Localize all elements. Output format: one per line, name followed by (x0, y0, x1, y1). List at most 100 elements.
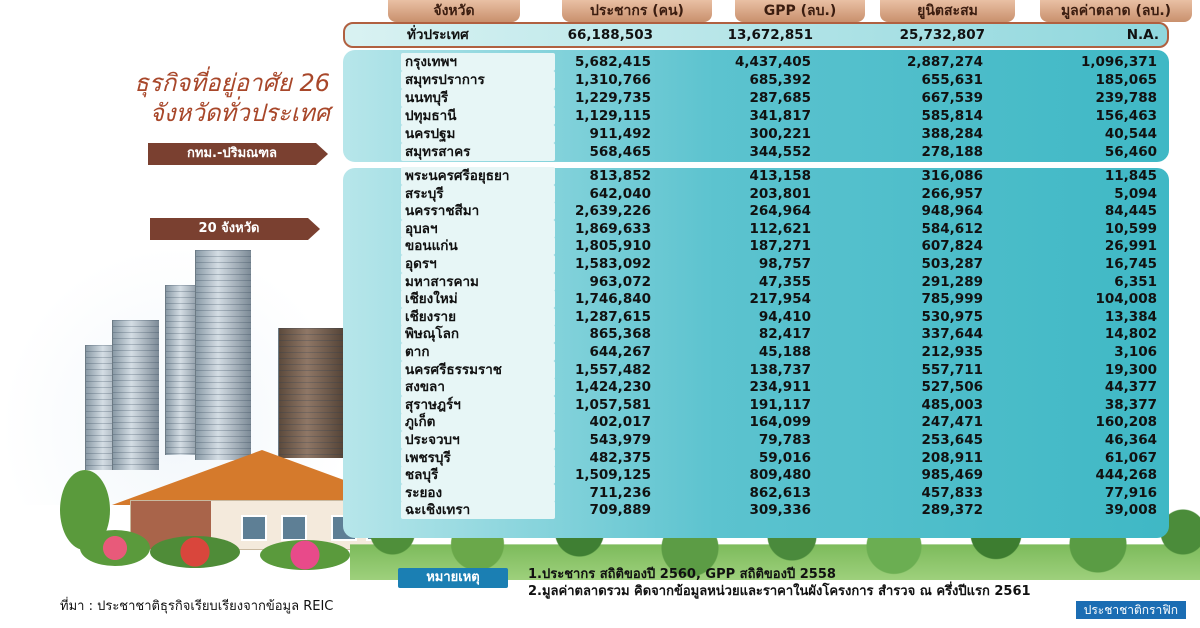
units-cell: 503,287 (921, 256, 984, 272)
province-name-cell: เชียงใหม่ (401, 290, 555, 309)
bkk-row: ปทุมธานี 1,129,115 341,817 585,814 156,463 (343, 106, 1165, 125)
flower-bush (260, 540, 350, 570)
units-cell: 585,814 (921, 107, 984, 124)
market-value-cell: 26,991 (1104, 238, 1157, 255)
market-value-cell: 44,377 (1104, 379, 1157, 396)
units-cell: 2,887,274 (906, 54, 983, 70)
note-line-2: 2.มูลค่าตลาดรวม คิดจากข้อมูลหน่วยและราคา… (528, 584, 1031, 599)
province-name-cell: นนทบุรี (401, 88, 555, 107)
province-name-cell: กรุงเทพฯ (401, 53, 555, 71)
notes-tag: หมายเหตุ (398, 568, 508, 588)
population-cell: 1,424,230 (574, 379, 651, 396)
gpp-cell: 264,964 (749, 203, 812, 220)
population-cell: 5,682,415 (574, 54, 651, 70)
province-row: สระบุรี 642,040 203,801 266,957 5,094 (343, 184, 1165, 203)
population-cell: 482,375 (589, 449, 652, 466)
header-population: ประชากร (คน) (562, 0, 712, 22)
infographic-title: ธุรกิจที่อยู่อาศัย 26 จังหวัดทั่วประเทศ (30, 68, 330, 128)
province-name-cell: ระยอง (401, 483, 555, 502)
national-name: ทั่วประเทศ (407, 27, 469, 43)
market-value-cell: 16,745 (1104, 256, 1157, 272)
province-row: เพชรบุรี 482,375 59,016 208,911 61,067 (343, 448, 1165, 467)
garden-tree (60, 470, 110, 550)
province-row: เชียงใหม่ 1,746,840 217,954 785,999 104,008 (343, 290, 1165, 309)
skyscraper (112, 320, 159, 470)
province-row: สุราษฎร์ฯ 1,057,581 191,117 485,003 38,377 (343, 395, 1165, 414)
units-cell: 337,644 (921, 326, 984, 343)
market-value-cell: 39,008 (1104, 502, 1157, 519)
flower-bush (150, 536, 240, 568)
market-value-cell: 160,208 (1095, 414, 1158, 431)
gpp-cell: 82,417 (758, 326, 811, 343)
notes: 1.ประชากร สถิติของปี 2560, GPP สถิติของป… (528, 566, 1031, 600)
bkk-row: สมุทรสาคร 568,465 344,552 278,188 56,460 (343, 142, 1165, 161)
province-row: ภูเก็ต 402,017 164,099 247,471 160,208 (343, 413, 1165, 432)
units-cell: 607,824 (921, 238, 984, 255)
market-value-cell: 46,364 (1104, 432, 1157, 448)
header-units: ยูนิตสะสม (880, 0, 1015, 22)
population-cell: 642,040 (589, 185, 652, 202)
population-cell: 1,310,766 (574, 71, 651, 88)
units-cell: 948,964 (921, 203, 984, 220)
population-cell: 1,057,581 (574, 396, 651, 413)
population-cell: 543,979 (589, 432, 652, 448)
population-cell: 1,805,910 (574, 238, 651, 255)
province-row: อุดรฯ 1,583,092 98,757 503,287 16,745 (343, 255, 1165, 273)
province-name-cell: ปทุมธานี (401, 106, 555, 125)
market-value-cell: 6,351 (1114, 273, 1157, 290)
province-name-cell: ขอนแก่น (401, 237, 555, 256)
population-cell: 568,465 (589, 143, 652, 160)
market-value-cell: 239,788 (1095, 89, 1158, 106)
population-cell: 1,509,125 (574, 467, 651, 484)
province-row: ประจวบฯ 543,979 79,783 253,645 46,364 (343, 431, 1165, 449)
province-row: มหาสารคาม 963,072 47,355 291,289 6,351 (343, 272, 1165, 291)
population-cell: 911,492 (589, 125, 652, 142)
units-cell: 655,631 (921, 71, 984, 88)
province-name-cell: พระนครศรีอยุธยา (401, 167, 555, 185)
gpp-cell: 862,613 (749, 484, 812, 501)
gpp-cell: 191,117 (749, 396, 812, 413)
population-cell: 813,852 (589, 168, 652, 184)
population-cell: 2,639,226 (574, 203, 651, 220)
population-cell: 1,129,115 (574, 107, 651, 124)
gpp-cell: 138,737 (749, 361, 812, 378)
market-value-cell: 84,445 (1104, 203, 1157, 220)
bkk-row: กรุงเทพฯ 5,682,415 4,437,405 2,887,274 1,096… (343, 53, 1165, 71)
province-name-cell: สมุทรปราการ (401, 70, 555, 89)
province-name-cell: ประจวบฯ (401, 431, 555, 449)
market-value-cell: 77,916 (1104, 484, 1157, 501)
market-value-cell: 444,268 (1095, 467, 1158, 484)
house-window (241, 515, 267, 541)
market-value-cell: 3,106 (1114, 344, 1157, 360)
title-line-2: จังหวัดทั่วประเทศ (149, 99, 330, 127)
units-cell: 667,539 (921, 89, 984, 106)
province-name-cell: ภูเก็ต (401, 413, 555, 432)
group-label-bkk: กทม.-ปริมณฑล (148, 143, 328, 165)
population-cell: 1,869,633 (574, 220, 651, 237)
gpp-cell: 341,817 (749, 107, 812, 124)
market-value-cell: 14,802 (1104, 326, 1157, 343)
province-name-cell: พิษณุโลก (401, 325, 555, 344)
units-cell: 316,086 (921, 168, 984, 184)
skyscraper (278, 328, 349, 458)
header-gpp: GPP (ลบ.) (735, 0, 865, 22)
gpp-cell: 164,099 (749, 414, 812, 431)
province-name-cell: เพชรบุรี (401, 448, 555, 467)
units-cell: 266,957 (921, 185, 984, 202)
units-cell: 289,372 (921, 502, 984, 519)
header-province: จังหวัด (388, 0, 520, 22)
market-value-cell: 38,377 (1104, 396, 1157, 413)
gpp-cell: 98,757 (758, 256, 811, 272)
population-cell: 402,017 (589, 414, 652, 431)
source-credit: ที่มา : ประชาชาติธุรกิจเรียบเรียงจากข้อม… (60, 599, 334, 614)
province-name-cell: อุบลฯ (401, 219, 555, 238)
gpp-cell: 300,221 (749, 125, 812, 142)
province-row: พระนครศรีอยุธยา 813,852 413,158 316,086 11,8… (343, 167, 1165, 185)
brand-badge: ประชาชาติกราฟิก (1075, 601, 1186, 619)
gpp-cell: 203,801 (749, 185, 812, 202)
population-cell: 1,287,615 (574, 308, 651, 325)
market-value-cell: 104,008 (1095, 291, 1158, 308)
gpp-cell: 413,158 (749, 168, 812, 184)
province-name-cell: เชียงราย (401, 307, 555, 326)
